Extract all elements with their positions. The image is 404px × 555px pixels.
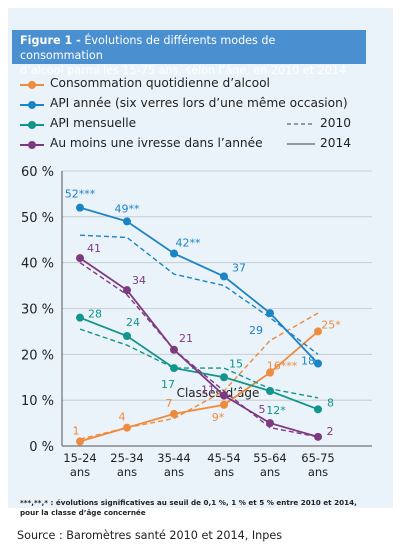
- footnote-line-2: pour la classe d’âge concernée: [20, 508, 146, 517]
- x-tick-label: 65-75: [301, 451, 334, 465]
- series-2014-line: [79, 257, 319, 438]
- data-point: [170, 364, 178, 373]
- legend-label-2014: 2014: [320, 136, 352, 150]
- footnote-line-1: ***,**,* : évolutions significatives au …: [20, 498, 357, 507]
- figure-title: Figure 1 - Évolutions de différents mode…: [12, 30, 366, 77]
- data-point: [170, 249, 178, 258]
- data-label: 34: [132, 274, 146, 287]
- y-tick-label: 10 %: [21, 394, 54, 409]
- x-tick-label-unit: ans: [214, 465, 234, 479]
- data-label: 11: [201, 384, 215, 397]
- data-label: 25*: [321, 318, 341, 331]
- data-point: [266, 309, 274, 318]
- data-label: 15: [229, 357, 243, 370]
- data-point: [76, 313, 84, 322]
- data-label: 1: [73, 424, 80, 437]
- data-point: [170, 345, 178, 354]
- data-label: 49**: [115, 202, 140, 215]
- data-label: 28: [88, 308, 102, 321]
- x-axis-title: Classes d’âge: [177, 386, 260, 400]
- x-tick-label-unit: ans: [260, 465, 280, 479]
- legend-label-series-3: Au moins une ivresse dans l’année: [50, 136, 263, 150]
- data-point: [76, 203, 84, 212]
- y-tick-label: 60 %: [21, 165, 54, 180]
- series-2010-line: [79, 328, 319, 399]
- x-tick-label-unit: ans: [70, 465, 90, 479]
- data-label: 24: [126, 316, 140, 329]
- data-point: [220, 373, 228, 382]
- data-point: [220, 391, 228, 400]
- x-tick-label: 25-34: [110, 451, 143, 465]
- data-point: [220, 400, 228, 409]
- data-label: 4: [119, 411, 126, 424]
- data-point: [314, 432, 322, 441]
- y-tick-label: 0 %: [29, 440, 54, 455]
- legend-marker-series-0: [28, 81, 36, 89]
- data-point: [123, 332, 131, 340]
- data-point: [220, 272, 228, 281]
- x-tick-label: 35-44: [157, 451, 190, 465]
- legend-label-series-0: Consommation quotidienne d’alcool: [50, 76, 270, 90]
- x-tick-label-unit: ans: [117, 465, 137, 479]
- data-label: 16***: [267, 360, 298, 373]
- x-tick-label: 55-64: [253, 451, 286, 465]
- data-point: [76, 254, 84, 263]
- data-label: 29: [249, 324, 263, 337]
- data-label: 12*: [266, 404, 286, 417]
- y-tick-label: 30 %: [21, 303, 54, 318]
- data-label: 17: [161, 378, 175, 391]
- figure-title-prefix: Figure 1 -: [20, 34, 81, 47]
- source-note: Source : Baromètres santé 2010 et 2014, …: [17, 529, 283, 542]
- figure-title-rest: Évolutions de différents modes de consom…: [20, 34, 276, 62]
- y-tick-label: 40 %: [21, 257, 54, 272]
- x-tick-label: 15-24: [63, 451, 96, 465]
- data-label: 5: [259, 403, 266, 416]
- series-2010-line: [79, 234, 319, 355]
- y-tick-label: 20 %: [21, 348, 54, 363]
- data-point: [170, 409, 178, 418]
- legend-marker-series-3: [28, 141, 36, 149]
- x-tick-label-unit: ans: [164, 465, 184, 479]
- legend-label-2010: 2010: [320, 116, 352, 130]
- data-point: [123, 286, 131, 295]
- figure-panel: [8, 8, 393, 508]
- data-point: [76, 437, 84, 446]
- data-point: [123, 423, 131, 432]
- data-label: 37: [232, 261, 246, 274]
- series-2010-line: [79, 262, 319, 438]
- data-label: 52***: [65, 188, 96, 201]
- data-label: 21: [179, 332, 193, 345]
- series-2014-line: [79, 330, 319, 443]
- data-point: [314, 405, 322, 414]
- data-point: [266, 368, 274, 377]
- data-label: 2: [327, 425, 334, 438]
- y-tick-label: 50 %: [21, 211, 54, 226]
- data-label: 41: [87, 242, 101, 255]
- data-point: [266, 387, 274, 395]
- legend-marker-series-1: [28, 101, 36, 109]
- figure-title-line2: d’alcool parmi les 15-75 ans, selon l’âg…: [20, 64, 347, 77]
- series-2014-line: [79, 206, 319, 365]
- data-label: 7: [166, 397, 173, 410]
- line-chart: 0 %10 %20 %30 %40 %50 %60 %15-24ans25-34…: [21, 165, 372, 479]
- footnote: ***,**,* : évolutions significatives au …: [20, 498, 390, 518]
- data-point: [123, 217, 131, 226]
- x-tick-label: 45-54: [207, 451, 240, 465]
- data-point: [266, 419, 274, 428]
- data-label: 18: [301, 355, 315, 368]
- data-point: [314, 327, 322, 336]
- data-label: 42**: [176, 237, 201, 250]
- x-tick-label-unit: ans: [308, 465, 328, 479]
- data-label: 9*: [212, 411, 225, 424]
- legend-marker-series-2: [28, 121, 36, 129]
- data-point: [314, 359, 322, 368]
- legend-style-key: [287, 123, 315, 145]
- legend-label-series-1: API année (six verres lors d’une même oc…: [50, 96, 348, 110]
- legend-label-series-2: API mensuelle: [50, 116, 137, 130]
- data-label: 8: [327, 396, 334, 409]
